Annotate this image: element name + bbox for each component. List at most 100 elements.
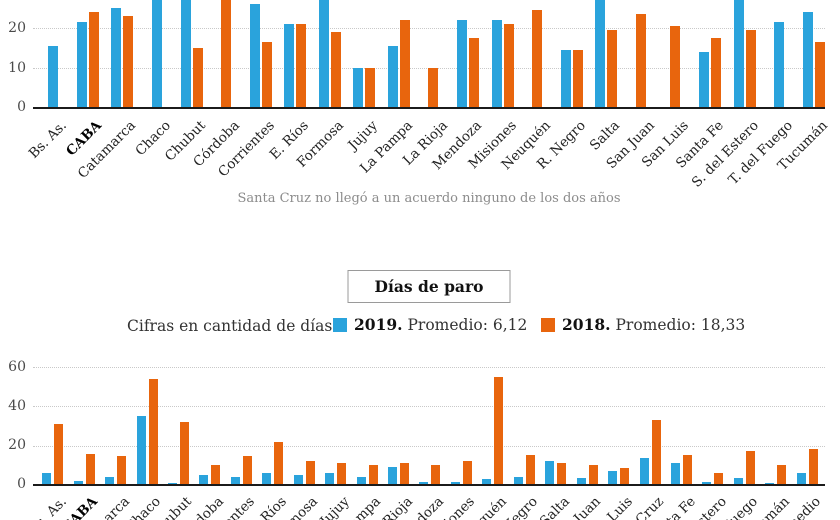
bar-2018-Neuquén <box>494 376 504 485</box>
bar-group-E. Ríos <box>257 360 288 485</box>
bar-2018-La Pampa <box>399 20 410 108</box>
bar-group-La Pampa <box>351 360 382 485</box>
bar-2019-San Luis <box>608 471 618 485</box>
bar-group-Neuquén <box>477 360 508 485</box>
x-label-Jujuy: Jujuy <box>316 493 353 520</box>
bar-group-San Juan <box>571 360 602 485</box>
bar-group-Chaco <box>140 0 175 108</box>
bar-group-Mendoza <box>451 0 486 108</box>
legend-item-2019: 2019. Promedio: 6,12 <box>333 317 527 334</box>
bar-2018-San Luis <box>620 468 630 485</box>
santa-cruz-note: Santa Cruz no llegó a un acuerdo ninguno… <box>237 191 621 206</box>
bar-2019-Chubut <box>180 0 191 108</box>
bar-2019-Corrientes <box>230 477 240 485</box>
bottom-gridline-20 <box>33 446 825 447</box>
bar-group-Formosa <box>313 0 348 108</box>
x-label-Bs. As.: Bs. As. <box>26 117 71 162</box>
bar-2018-San Luis <box>670 26 681 108</box>
bar-group-Salta <box>589 0 624 108</box>
bar-2018-Tucumán <box>814 42 825 108</box>
bar-2018-T. del Fuego <box>745 450 755 485</box>
bottom-y-tick-60: 60 <box>8 359 26 375</box>
bar-2019-E. Ríos <box>262 473 272 485</box>
bar-2018-Santa Fe <box>710 38 721 108</box>
bar-2019-Bs. As. <box>42 473 52 485</box>
bar-2018-Chubut <box>179 422 189 485</box>
bar-2018-S. del Estero <box>714 473 724 485</box>
bar-group-T. del Fuego <box>729 360 760 485</box>
bar-2018-E. Ríos <box>296 24 307 108</box>
bar-2018-San Juan <box>635 14 646 108</box>
legend-caption: Cifras en cantidad de días <box>127 317 333 335</box>
bar-2018-Córdoba <box>211 465 221 485</box>
bar-2019-La Pampa <box>387 46 398 108</box>
bar-2018-Misiones <box>462 461 472 485</box>
bar-group-Jujuy <box>347 0 382 108</box>
bar-group-Neuquén <box>520 0 555 108</box>
bar-2019-R. Negro <box>560 50 571 108</box>
bottom-x-labels: Bs. As.CABACatamarcaChacoChubutCórdobaCo… <box>25 491 824 520</box>
bar-2018-La Rioja <box>428 68 439 108</box>
bar-2018-Santa Fe <box>682 454 692 485</box>
bar-2019-Jujuy <box>353 68 364 108</box>
bar-2018-R. Negro <box>572 50 583 108</box>
bar-2019-CABA <box>76 22 87 108</box>
legend-text-2019: 2019. Promedio: 6,12 <box>354 315 528 334</box>
bar-group-Tucumán <box>796 0 825 108</box>
bar-2019-Córdoba <box>199 475 209 485</box>
bar-group-Promedio <box>792 360 823 485</box>
bar-group-Bs. As. <box>37 360 68 485</box>
bar-group-Misiones <box>446 360 477 485</box>
bar-group-S. Cruz <box>634 360 665 485</box>
bar-2019-La Pampa <box>356 477 366 485</box>
bar-group-San Juan <box>624 0 659 108</box>
bar-2018-Mendoza <box>469 38 480 108</box>
bar-2019-Salta <box>545 461 555 485</box>
bottom-x-axis <box>33 484 825 486</box>
bar-2019-Chaco <box>136 416 146 485</box>
bar-2018-E. Ríos <box>274 441 284 485</box>
bar-2018-Promedio <box>808 448 818 485</box>
legend-item-2018: 2018. Promedio: 18,33 <box>541 317 745 334</box>
bar-2019-Catamarca <box>105 477 115 485</box>
bar-2019-T. del Fuego <box>733 478 743 485</box>
bar-group-La Rioja <box>416 0 451 108</box>
bottom-gridline-60 <box>33 367 825 368</box>
bar-group-CABA <box>68 360 99 485</box>
bar-2019-Jujuy <box>325 473 335 485</box>
bar-group-Chaco <box>131 360 162 485</box>
bar-2018-Salta <box>557 463 567 485</box>
bar-2018-Salta <box>607 30 618 108</box>
bar-2018-S. Cruz <box>651 420 661 485</box>
bar-group-R. Negro <box>509 360 540 485</box>
bottom-plot-area <box>33 360 825 485</box>
bar-group-Córdoba <box>194 360 225 485</box>
bar-2019-Corrientes <box>249 4 260 108</box>
bar-group-Córdoba <box>209 0 244 108</box>
bar-2018-Tucumán <box>777 465 787 485</box>
bar-2018-S. del Estero <box>745 30 756 108</box>
bar-group-T. del Fuego <box>762 0 797 108</box>
bar-2019-Bs. As. <box>48 46 59 108</box>
bar-group-S. del Estero <box>727 0 762 108</box>
bar-group-Salta <box>540 360 571 485</box>
bar-2018-Corrientes <box>261 42 272 108</box>
top-y-tick-10: 10 <box>8 60 26 76</box>
x-label-Bs. As.: Bs. As. <box>25 493 70 520</box>
bar-2018-Corrientes <box>242 455 252 485</box>
top-bars <box>36 0 825 108</box>
bar-2018-Misiones <box>503 24 514 108</box>
bar-group-Mendoza <box>414 360 445 485</box>
bar-2019-Chaco <box>151 0 162 108</box>
top-plot-area <box>33 0 825 108</box>
bar-2018-Bs. As. <box>54 424 64 485</box>
bar-2019-R. Negro <box>513 477 523 485</box>
bar-2019-Catamarca <box>111 8 122 108</box>
bottom-chart-title: Días de paro <box>347 270 511 303</box>
bar-2018-Chaco <box>148 378 158 485</box>
top-y-tick-0: 0 <box>17 99 26 115</box>
bar-2019-San Juan <box>576 478 586 485</box>
bar-2018-Jujuy <box>365 68 376 108</box>
bar-2019-Neuquén <box>482 479 492 485</box>
